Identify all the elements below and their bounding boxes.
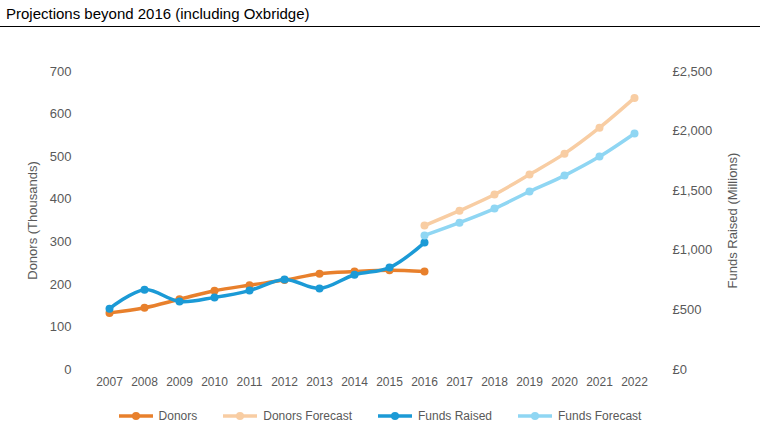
- svg-text:2012: 2012: [271, 375, 298, 389]
- svg-text:Donors (Thousands): Donors (Thousands): [25, 161, 40, 280]
- svg-text:2007: 2007: [96, 375, 123, 389]
- html-text:Funds Raised: Funds Raised: [418, 409, 492, 423]
- svg-text:£2,000: £2,000: [673, 123, 713, 138]
- svg-text:2018: 2018: [481, 375, 508, 389]
- svg-text:£1,500: £1,500: [673, 183, 713, 198]
- svg-text:Funds Raised (Millions): Funds Raised (Millions): [725, 153, 740, 289]
- svg-text:2019: 2019: [516, 375, 543, 389]
- html-text:Projections beyond 2016 (inclu: Projections beyond 2016 (including Oxbri…: [6, 5, 310, 22]
- svg-text:2016: 2016: [411, 375, 438, 389]
- svg-text:£500: £500: [673, 302, 702, 317]
- svg-text:100: 100: [50, 319, 72, 334]
- svg-text:2021: 2021: [586, 375, 613, 389]
- svg-text:2008: 2008: [131, 375, 158, 389]
- svg-text:200: 200: [50, 277, 72, 292]
- svg-text:700: 700: [50, 64, 72, 79]
- html-text:Funds Forecast: Funds Forecast: [558, 409, 642, 423]
- svg-text:2015: 2015: [376, 375, 403, 389]
- svg-text:2022: 2022: [621, 375, 648, 389]
- svg-text:2020: 2020: [551, 375, 578, 389]
- svg-text:£0: £0: [673, 362, 687, 377]
- svg-text:2013: 2013: [306, 375, 333, 389]
- svg-text:500: 500: [50, 149, 72, 164]
- svg-text:2011: 2011: [237, 375, 263, 389]
- svg-text:600: 600: [50, 106, 72, 121]
- svg-text:2010: 2010: [201, 375, 228, 389]
- svg-text:£1,000: £1,000: [673, 242, 713, 257]
- svg-text:2014: 2014: [341, 375, 368, 389]
- svg-text:2017: 2017: [446, 375, 473, 389]
- svg-text:£2,500: £2,500: [673, 64, 713, 79]
- html-text:Donors: Donors: [158, 409, 198, 423]
- svg-text:400: 400: [50, 191, 72, 206]
- svg-text:0: 0: [64, 362, 71, 377]
- svg-text:2009: 2009: [166, 375, 193, 389]
- html-text:Donors Forecast: Donors Forecast: [263, 409, 352, 423]
- svg-text:300: 300: [50, 234, 72, 249]
